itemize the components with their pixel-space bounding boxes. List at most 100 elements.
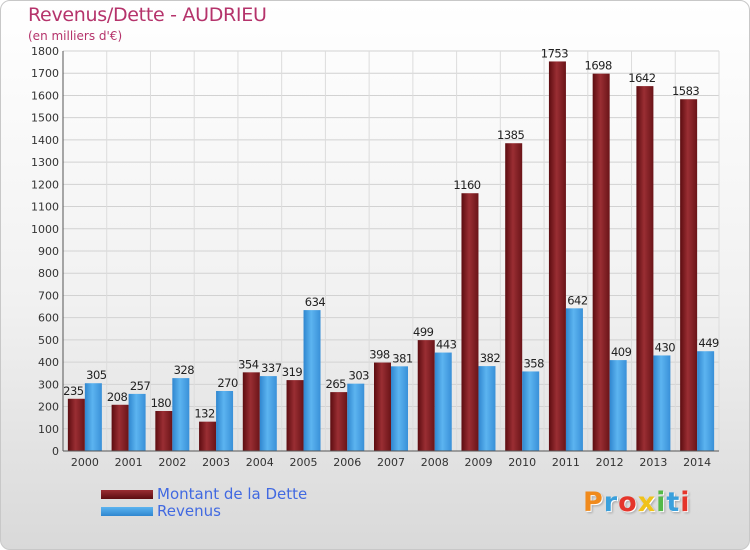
- bar-dette-2009: [461, 193, 479, 451]
- value-label-revenus-2012: 409: [611, 345, 632, 359]
- logo-letter: i: [656, 487, 667, 518]
- value-label-revenus-2004: 337: [261, 361, 282, 375]
- value-label-revenus-2003: 270: [217, 376, 238, 390]
- y-tick-label-1600: 1600: [31, 89, 59, 102]
- logo-letter: r: [603, 487, 619, 518]
- bar-revenus-2006: [347, 383, 365, 451]
- bar-dette-2008: [417, 340, 435, 451]
- x-tick-label-2009: 2009: [464, 456, 492, 469]
- legend-swatch-debt: [101, 490, 153, 499]
- logo-letter: x: [637, 487, 657, 518]
- logo-letter: P: [583, 487, 604, 518]
- value-label-revenus-2013: 430: [655, 340, 676, 354]
- value-label-dette-2011: 1753: [541, 46, 568, 60]
- y-tick-label-1800: 1800: [31, 45, 59, 58]
- logo-letter: o: [618, 487, 638, 518]
- value-label-dette-2008: 499: [413, 325, 434, 339]
- y-tick-label-700: 700: [38, 289, 59, 302]
- value-label-dette-2005: 319: [282, 365, 303, 379]
- value-label-dette-2012: 1698: [585, 59, 612, 73]
- value-label-dette-2013: 1642: [628, 71, 655, 85]
- bar-dette-2013: [636, 86, 654, 451]
- x-tick-label-2013: 2013: [639, 456, 667, 469]
- x-tick-label-2005: 2005: [290, 456, 318, 469]
- bars: [67, 61, 715, 452]
- bar-dette-2004: [242, 372, 260, 451]
- value-label-dette-2010: 1385: [497, 128, 524, 142]
- bar-dette-2000: [67, 398, 85, 451]
- legend-label-revenus: Revenus: [157, 502, 221, 520]
- bar-revenus-2001: [128, 393, 146, 451]
- y-tick-label-1100: 1100: [31, 201, 59, 214]
- value-label-dette-2007: 398: [369, 348, 390, 362]
- value-label-revenus-2005: 634: [305, 295, 326, 309]
- y-tick-label-600: 600: [38, 312, 59, 325]
- value-label-revenus-2014: 449: [698, 336, 719, 350]
- x-tick-label-2001: 2001: [115, 456, 143, 469]
- bar-revenus-2008: [434, 352, 452, 451]
- x-tick-label-2004: 2004: [246, 456, 274, 469]
- legend-swatch-revenus: [101, 507, 153, 516]
- bar-dette-2001: [111, 404, 129, 451]
- logo-letter: t: [666, 487, 681, 518]
- y-tick-label-200: 200: [38, 401, 59, 414]
- bar-revenus-2003: [216, 391, 234, 451]
- bar-revenus-2002: [172, 378, 190, 451]
- legend-label-debt: Montant de la Dette: [157, 485, 308, 503]
- x-tick-label-2008: 2008: [421, 456, 449, 469]
- y-tick-label-1200: 1200: [31, 178, 59, 191]
- bar-revenus-2014: [697, 351, 715, 451]
- value-label-dette-2001: 208: [107, 390, 128, 404]
- value-label-revenus-2000: 305: [86, 368, 107, 382]
- x-tick-label-2010: 2010: [508, 456, 536, 469]
- bar-dette-2002: [155, 411, 173, 451]
- bar-revenus-2005: [303, 310, 321, 451]
- proxiti-logo: Proxiti: [583, 487, 691, 518]
- bar-dette-2003: [199, 421, 217, 451]
- axes: 0 100 200 300 400 500 600 700 800 900 1000 1100 1200…: [31, 45, 719, 469]
- y-tick-label-0: 0: [52, 445, 59, 458]
- bar-dette-2011: [548, 61, 566, 451]
- bar-dette-2007: [374, 362, 391, 451]
- y-tick-label-1500: 1500: [31, 112, 59, 125]
- x-tick-label-2000: 2000: [71, 456, 99, 469]
- bar-dette-2014: [680, 99, 698, 451]
- bar-dette-2005: [286, 380, 304, 451]
- bar-revenus-2009: [478, 366, 496, 451]
- value-label-dette-2014: 1583: [672, 84, 699, 98]
- value-label-revenus-2009: 382: [480, 351, 501, 365]
- bar-revenus-2004: [259, 376, 277, 451]
- x-tick-label-2012: 2012: [596, 456, 624, 469]
- y-tick-label-1300: 1300: [31, 156, 59, 169]
- value-label-revenus-2011: 642: [567, 293, 588, 307]
- chart-title: Revenus/Dette - AUDRIEU: [28, 4, 267, 26]
- value-label-revenus-2006: 303: [349, 369, 370, 383]
- bar-revenus-2007: [391, 366, 408, 451]
- bar-dette-2006: [330, 392, 348, 451]
- y-tick-label-100: 100: [38, 423, 59, 436]
- bar-revenus-2013: [653, 355, 671, 451]
- x-tick-label-2006: 2006: [333, 456, 361, 469]
- value-label-dette-2000: 235: [63, 384, 84, 398]
- x-tick-label-2003: 2003: [202, 456, 230, 469]
- x-tick-label-2014: 2014: [683, 456, 711, 469]
- value-label-revenus-2008: 443: [436, 338, 457, 352]
- value-label-revenus-2007: 381: [392, 351, 413, 365]
- value-label-revenus-2010: 358: [523, 356, 544, 370]
- bar-revenus-2011: [565, 308, 583, 451]
- y-tick-label-400: 400: [38, 356, 59, 369]
- value-label-dette-2002: 180: [151, 396, 172, 410]
- chart-subtitle: (en milliers d'€): [28, 29, 123, 43]
- bar-dette-2012: [592, 73, 610, 452]
- value-label-dette-2006: 265: [326, 377, 347, 391]
- bar-dette-2010: [505, 143, 523, 451]
- y-tick-label-800: 800: [38, 267, 59, 280]
- x-tick-label-2002: 2002: [158, 456, 186, 469]
- value-label-dette-2009: 1160: [453, 178, 480, 192]
- bar-revenus-2010: [522, 371, 540, 451]
- value-label-revenus-2002: 328: [174, 363, 195, 377]
- y-tick-label-1700: 1700: [31, 67, 59, 80]
- y-tick-label-300: 300: [38, 378, 59, 391]
